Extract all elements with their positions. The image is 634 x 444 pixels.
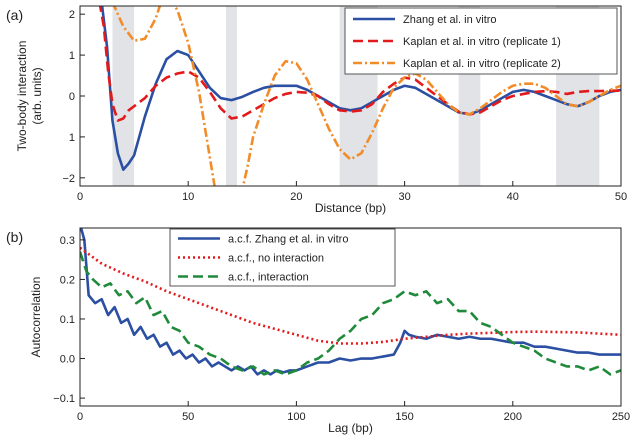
y-tick-label-1: 0.2 <box>60 274 75 286</box>
x-tick-label-5: 50 <box>615 191 627 203</box>
y-tick-label-4: −2 <box>62 173 75 185</box>
legend-label-2: Kaplan et al. in vitro (replicate 2) <box>403 58 561 70</box>
series-line-0 <box>100 6 621 171</box>
legend-label-0: a.c.f. Zhang et al. in vitro <box>228 234 348 246</box>
legend: a.c.f. Zhang et al. in vitro a.c.f., no i… <box>169 228 396 287</box>
series-line-2 <box>112 6 621 186</box>
legend-label-0: Zhang et al. in vitro <box>403 14 497 26</box>
x-tick-label-3: 30 <box>398 191 410 203</box>
plot-frame <box>79 227 622 407</box>
panel-label: (a) <box>6 7 23 23</box>
shaded-region-1 <box>226 6 237 186</box>
series-line-2 <box>80 251 621 376</box>
x-tick-label-3: 150 <box>395 411 413 423</box>
x-tick-label-2: 20 <box>290 191 302 203</box>
panel-b: 0 50 100 150 200 250 0.3 0.2 0.1 0.0 −0.1 Lag (bp) A… <box>6 227 630 435</box>
x-tick-label-1: 50 <box>182 411 194 423</box>
x-tick-label-5: 250 <box>612 411 630 423</box>
y-tick-label-4: −0.1 <box>53 393 75 405</box>
series-line-1 <box>98 6 621 122</box>
series-line-1 <box>80 246 621 345</box>
legend-label-1: a.c.f., no interaction <box>228 253 324 265</box>
x-tick-label-2: 100 <box>287 411 305 423</box>
legend-label-2: a.c.f., interaction <box>228 272 309 284</box>
y-tick-label-3: 1 <box>69 132 75 144</box>
shaded-region-0 <box>112 6 135 186</box>
y-axis-label: Two-body interaction(arb. units) <box>15 41 44 152</box>
y-tick-label-3: 0.0 <box>60 354 75 366</box>
x-axis-label: Lag (bp) <box>328 421 373 435</box>
x-tick-label-0: 0 <box>77 191 83 203</box>
x-tick-label-1: 10 <box>182 191 194 203</box>
y-tick-label-0: 2 <box>69 9 75 21</box>
y-tick-label-0: 0.3 <box>60 235 75 247</box>
y-axis-label-line-0: Two-body interaction <box>15 41 29 152</box>
x-tick-label-0: 0 <box>77 411 83 423</box>
legend: Zhang et al. in vitro Kaplan et al. in vi… <box>344 7 618 75</box>
legend-label-1: Kaplan et al. in vitro (replicate 1) <box>403 36 561 48</box>
x-axis-label: Distance (bp) <box>315 201 386 215</box>
y-tick-label-1: 1 <box>69 50 75 62</box>
x-tick-label-4: 40 <box>507 191 519 203</box>
y-tick-label-2: 0 <box>69 91 75 103</box>
panel-label: (b) <box>6 229 23 245</box>
y-axis-label-line-1: (arb. units) <box>30 67 44 124</box>
y-axis-label: Autocorrelation <box>29 277 43 358</box>
y-tick-label-2: 0.1 <box>60 314 75 326</box>
series-line-0 <box>80 228 621 376</box>
x-tick-label-4: 200 <box>504 411 522 423</box>
